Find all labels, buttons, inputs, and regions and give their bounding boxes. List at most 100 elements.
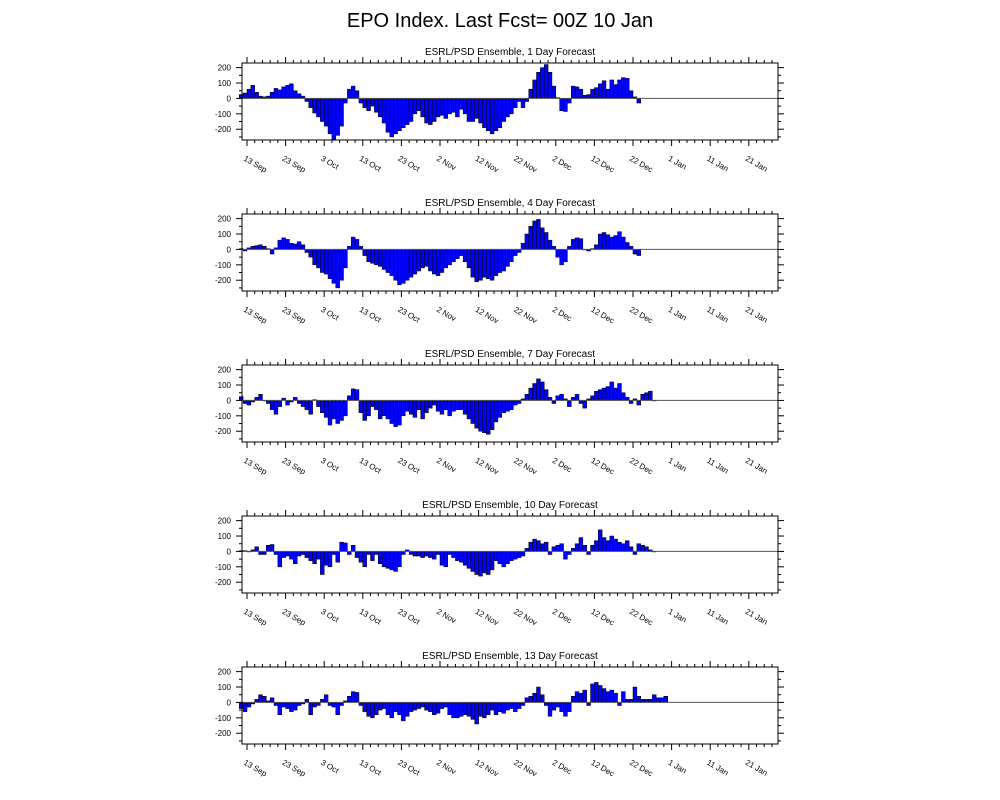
bar <box>281 86 286 99</box>
bar <box>598 529 603 552</box>
bar <box>621 543 626 552</box>
bar <box>254 245 259 250</box>
x-tick-label: 2 Nov <box>435 456 458 474</box>
bar <box>443 98 448 119</box>
y-tick-label: -100 <box>215 412 232 421</box>
bar <box>582 400 587 409</box>
bar <box>393 98 398 135</box>
bar <box>347 395 352 401</box>
x-tick-label: 11 Jan <box>705 758 730 778</box>
bar <box>277 400 282 407</box>
bar <box>350 388 356 401</box>
bar <box>397 400 402 426</box>
x-tick-label: 13 Sep <box>242 456 269 477</box>
bar <box>493 400 499 423</box>
bar <box>609 381 614 401</box>
bar <box>393 249 398 281</box>
bar <box>401 249 406 284</box>
bar <box>285 239 290 250</box>
y-tick-label: -200 <box>215 578 232 587</box>
bar <box>501 249 506 272</box>
y-tick-label: 200 <box>218 366 232 375</box>
bar <box>466 400 472 420</box>
bar <box>493 98 499 132</box>
bar <box>628 90 634 99</box>
bar <box>567 702 572 712</box>
bar <box>420 98 425 118</box>
bar <box>459 98 464 110</box>
bar <box>323 249 329 275</box>
x-tick-label: 23 Oct <box>396 758 422 778</box>
bar <box>370 702 375 719</box>
bar <box>327 249 333 279</box>
bar <box>343 542 348 552</box>
bar <box>648 390 653 401</box>
bar <box>385 98 391 133</box>
bar <box>370 551 375 561</box>
panel-2: ESRL/PSD Ensemble, 4 Day Forecast 200 100 0… <box>215 198 784 326</box>
bar <box>339 249 344 281</box>
x-tick-label: 22 Dec <box>628 607 654 627</box>
x-tick-label: 23 Oct <box>396 305 422 325</box>
bar <box>609 689 614 703</box>
bar <box>331 400 337 420</box>
bar <box>516 551 522 558</box>
bar <box>320 400 325 413</box>
bar <box>594 244 599 250</box>
bar <box>242 92 248 99</box>
bar <box>598 233 603 250</box>
bar <box>636 543 641 552</box>
bar <box>269 697 275 703</box>
bar <box>354 551 360 558</box>
bar <box>547 71 553 99</box>
bar <box>474 249 479 283</box>
bar <box>528 387 533 401</box>
bar <box>323 551 329 566</box>
bar <box>266 545 271 552</box>
bar <box>598 389 603 401</box>
bar <box>323 98 329 127</box>
bar <box>489 551 495 571</box>
bar <box>335 249 340 289</box>
bar <box>296 93 302 99</box>
bar <box>478 98 483 124</box>
bar <box>532 383 537 401</box>
x-tick-label: 23 Sep <box>281 456 308 477</box>
bar <box>412 400 418 418</box>
bar <box>590 545 595 552</box>
bar <box>320 249 325 273</box>
bar <box>501 98 506 122</box>
bar <box>462 551 468 566</box>
bar <box>601 232 607 250</box>
bar <box>594 682 599 703</box>
bar <box>570 239 576 250</box>
bar <box>574 543 580 552</box>
bar <box>640 394 645 401</box>
bar <box>374 249 379 266</box>
y-tick-label: 0 <box>227 396 232 405</box>
bar <box>343 400 348 417</box>
bar <box>424 702 429 711</box>
bar <box>262 696 267 703</box>
x-tick-label: 13 Oct <box>358 758 384 778</box>
x-tick-label: 13 Oct <box>358 305 384 325</box>
bar <box>377 249 383 267</box>
bar <box>420 702 425 708</box>
y-tick-label: 100 <box>218 532 232 541</box>
bar <box>451 249 456 262</box>
bar <box>543 541 549 552</box>
bar <box>459 400 464 410</box>
bar <box>563 98 568 112</box>
bar <box>343 98 348 104</box>
bar <box>617 383 622 401</box>
bar <box>466 98 472 122</box>
bar <box>435 702 441 714</box>
bar <box>470 249 475 278</box>
x-tick-label: 22 Nov <box>512 607 538 627</box>
bar <box>389 400 394 424</box>
bar <box>335 98 340 136</box>
bar <box>316 98 321 118</box>
bar <box>563 249 568 262</box>
bar <box>296 241 302 250</box>
bar <box>258 244 263 250</box>
